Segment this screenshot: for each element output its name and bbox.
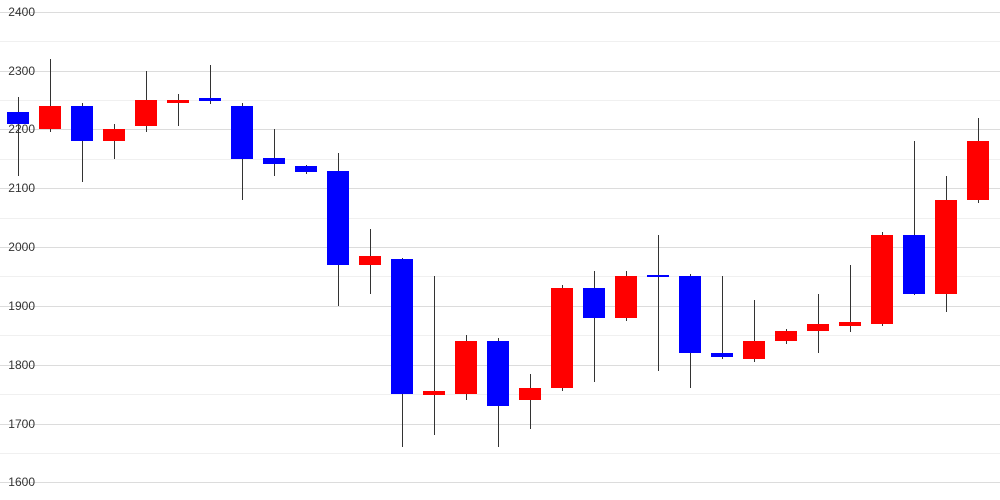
gridline-minor: [0, 453, 1000, 454]
candle-body: [135, 100, 157, 126]
candle-body: [455, 341, 477, 394]
candle-body: [359, 256, 381, 265]
candle-wick: [434, 276, 435, 435]
candle-body: [711, 353, 733, 357]
gridline-major: [0, 247, 1000, 248]
candle-body: [231, 106, 253, 159]
gridline-major: [0, 482, 1000, 483]
candle-body: [423, 391, 445, 395]
candle-body: [967, 141, 989, 200]
y-axis-label: 2400: [5, 5, 35, 19]
candle-wick: [658, 235, 659, 370]
y-axis-label: 1600: [5, 475, 35, 489]
candle-body: [551, 288, 573, 388]
candle-body: [295, 166, 317, 172]
candle-body: [807, 324, 829, 331]
gridline-major: [0, 129, 1000, 130]
gridline-minor: [0, 41, 1000, 42]
gridline-major: [0, 424, 1000, 425]
candle-body: [391, 259, 413, 394]
candle-wick: [722, 276, 723, 358]
candle-body: [167, 100, 189, 103]
candle-body: [71, 106, 93, 141]
candle-body: [263, 158, 285, 164]
candle-body: [679, 276, 701, 352]
candle-body: [647, 275, 669, 277]
y-axis-label: 2200: [5, 122, 35, 136]
gridline-major: [0, 188, 1000, 189]
y-axis-label: 1900: [5, 299, 35, 313]
candle-body: [327, 171, 349, 265]
y-axis-label: 2100: [5, 181, 35, 195]
y-axis-label: 2300: [5, 64, 35, 78]
candle-body: [39, 106, 61, 130]
y-axis-label: 1800: [5, 358, 35, 372]
candle-body: [871, 235, 893, 323]
candle-body: [935, 200, 957, 294]
gridline-major: [0, 71, 1000, 72]
candle-body: [199, 98, 221, 101]
candle-body: [487, 341, 509, 406]
candle-body: [903, 235, 925, 294]
candle-wick: [178, 94, 179, 126]
candle-wick: [530, 374, 531, 430]
candle-wick: [274, 129, 275, 176]
candle-body: [103, 129, 125, 141]
candle-body: [743, 341, 765, 359]
y-axis-label: 1700: [5, 417, 35, 431]
candle-body: [615, 276, 637, 317]
gridline-minor: [0, 159, 1000, 160]
candlestick-chart: 1600 1700 1800 1900 2000 2100 2200 2300 2400: [0, 0, 1000, 500]
gridline-minor: [0, 335, 1000, 336]
candle-body: [839, 322, 861, 326]
gridline-minor: [0, 218, 1000, 219]
candle-body: [7, 112, 29, 124]
candle-body: [583, 288, 605, 317]
candle-wick: [18, 97, 19, 176]
candle-body: [519, 388, 541, 400]
y-axis-label: 2000: [5, 240, 35, 254]
candle-body: [775, 331, 797, 342]
gridline-major: [0, 12, 1000, 13]
